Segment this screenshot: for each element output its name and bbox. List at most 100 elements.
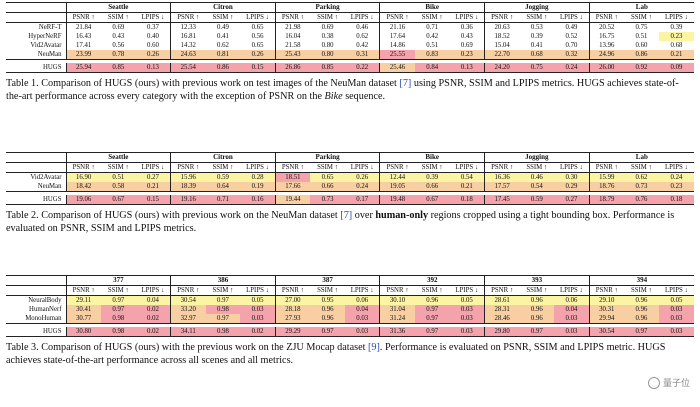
metric-value: 0.97 — [414, 327, 450, 337]
metric-value: 0.95 — [310, 295, 345, 305]
table-1-caption: Table 1. Comparison of HUGS (ours) with … — [6, 78, 679, 102]
metric-value: 32.97 — [170, 314, 206, 324]
metric-value: 15.96 — [170, 172, 206, 182]
metric-header: LPIPS ↓ — [135, 12, 171, 23]
metric-value: 0.36 — [460, 24, 473, 31]
metric-value: 0.97 — [414, 305, 450, 314]
metric-value: 0.97 — [205, 314, 241, 324]
metric-header-row: PSNR ↑ SSIM ↑ LPIPS ↓ PSNR ↑ SSIM ↑ LPIPS ↓ PS… — [6, 12, 694, 23]
metric-value: 0.68 — [519, 50, 555, 60]
metric-header: LPIPS ↓ — [135, 285, 171, 296]
watermark-text: 量子位 — [662, 379, 690, 389]
metric-value: 0.23 — [658, 32, 694, 41]
method-name: Vid2Avatar — [30, 174, 62, 181]
metric-value: 12.33 — [170, 22, 206, 32]
metric-value: 0.46 — [356, 24, 369, 31]
metric-value: 25.54 — [170, 63, 206, 73]
metric-value: 0.27 — [135, 172, 171, 182]
metric-value: 0.96 — [624, 314, 659, 324]
metric-value: 0.38 — [321, 33, 334, 40]
metric-header: SSIM ↑ — [310, 162, 345, 173]
metric-value: 0.62 — [216, 42, 229, 49]
metric-value: 0.97 — [519, 327, 555, 337]
metric-value: 0.21 — [449, 182, 485, 192]
metric-value: 30.54 — [588, 327, 624, 337]
metric-header: SSIM ↑ — [519, 162, 555, 173]
citation-link[interactable]: [7] — [399, 78, 412, 89]
metric-value: 28.31 — [484, 305, 520, 314]
metric-header: LPIPS ↓ — [554, 285, 590, 296]
metric-value: 24.20 — [484, 63, 520, 73]
metric-value: 0.41 — [216, 33, 229, 40]
metric-value: 0.56 — [112, 42, 125, 49]
metric-value: 0.26 — [135, 50, 171, 60]
metric-value: 0.73 — [310, 195, 345, 205]
metric-value: 28.61 — [484, 295, 520, 305]
table-3: 377 386 387 392 393 394 PSNR ↑ SSIM ↑ LPIPS ↓ PSN… — [6, 275, 694, 337]
metric-value: 0.05 — [449, 295, 485, 305]
metric-header: PSNR ↑ — [65, 162, 101, 173]
table-2-caption: Table 2. Comparison of HUGS (ours) with … — [6, 210, 675, 234]
metric-value: 0.97 — [100, 295, 136, 305]
table-row: HUGS 19.06 0.67 0.15 19.16 0.71 0.16 19.44 0.73 0… — [6, 195, 694, 205]
metric-value: 0.81 — [205, 50, 241, 60]
metric-value: 0.21 — [135, 182, 171, 192]
method-name: HUGS — [6, 63, 66, 73]
metric-value: 0.65 — [251, 42, 264, 49]
metric-value: 0.53 — [530, 24, 543, 31]
metric-value: 28.46 — [484, 314, 520, 324]
metric-value: 0.04 — [135, 295, 171, 305]
metric-header: SSIM ↑ — [414, 162, 450, 173]
method-name: NeuralBody — [28, 297, 62, 304]
metric-value: 25.55 — [379, 50, 415, 60]
metric-value: 0.02 — [240, 327, 276, 337]
metric-value: 0.03 — [554, 314, 590, 324]
citation-link[interactable]: [9] — [368, 342, 380, 353]
metric-header: PSNR ↑ — [170, 285, 206, 296]
table-row: Vid2Avatar 16.90 0.51 0.27 15.96 0.59 0.28 18.5… — [6, 172, 694, 182]
metric-value: 0.15 — [240, 63, 276, 73]
metric-value: 0.64 — [205, 182, 241, 192]
metric-value: 0.13 — [135, 63, 171, 73]
table-3-caption: Table 3. Comparison of HUGS (ours) with … — [6, 342, 666, 366]
metric-value: 18.39 — [170, 182, 206, 192]
metric-value: 0.05 — [240, 295, 276, 305]
metric-value: 12.44 — [379, 172, 415, 182]
watermark: 量子位 — [647, 376, 690, 389]
table-row: HUGS 25.94 0.85 0.13 25.54 0.86 0.15 26.86 0.85 0… — [6, 63, 694, 73]
metric-value: 19.05 — [379, 182, 415, 192]
metric-value: 19.48 — [379, 195, 415, 205]
metric-value: 0.46 — [519, 172, 555, 182]
metric-value: 27.00 — [274, 295, 311, 305]
metric-value: 0.37 — [146, 24, 159, 31]
metric-header: LPIPS ↓ — [658, 162, 694, 173]
metric-header: PSNR ↑ — [274, 12, 311, 23]
table-2-block: Seattle Citron Parking Bike Jogging Lab PSNR ↑… — [6, 152, 694, 235]
metric-header: PSNR ↑ — [170, 162, 206, 173]
metric-header: LPIPS ↓ — [449, 285, 485, 296]
metric-value: 29.11 — [65, 295, 101, 305]
metric-value: 31.04 — [379, 305, 415, 314]
metric-value: 0.71 — [205, 195, 241, 205]
metric-value: 16.04 — [274, 32, 311, 41]
metric-header: PSNR ↑ — [379, 285, 415, 296]
metric-value: 34.11 — [170, 327, 206, 337]
scene-header: 394 — [588, 275, 694, 286]
citation-link[interactable]: [7] — [340, 210, 353, 221]
metric-value: 0.98 — [205, 327, 241, 337]
metric-value: 0.09 — [658, 63, 694, 73]
metric-value: 13.96 — [588, 41, 624, 50]
metric-header: SSIM ↑ — [414, 12, 450, 23]
corner-cell — [6, 162, 66, 173]
metric-value: 0.02 — [135, 305, 171, 314]
metric-header: LPIPS ↓ — [345, 162, 380, 173]
scene-header: Seattle — [65, 2, 171, 13]
metric-header: LPIPS ↓ — [240, 12, 276, 23]
metric-header: PSNR ↑ — [65, 285, 101, 296]
method-name: NeuMan — [6, 182, 66, 192]
table-row: MonoHuman 30.77 0.98 0.02 32.97 0.97 0.03 27.93… — [6, 314, 694, 324]
metric-value: 30.77 — [65, 314, 101, 324]
metric-value: 17.66 — [274, 182, 311, 192]
metric-header: LPIPS ↓ — [449, 12, 485, 23]
metric-value: 0.26 — [240, 50, 276, 60]
